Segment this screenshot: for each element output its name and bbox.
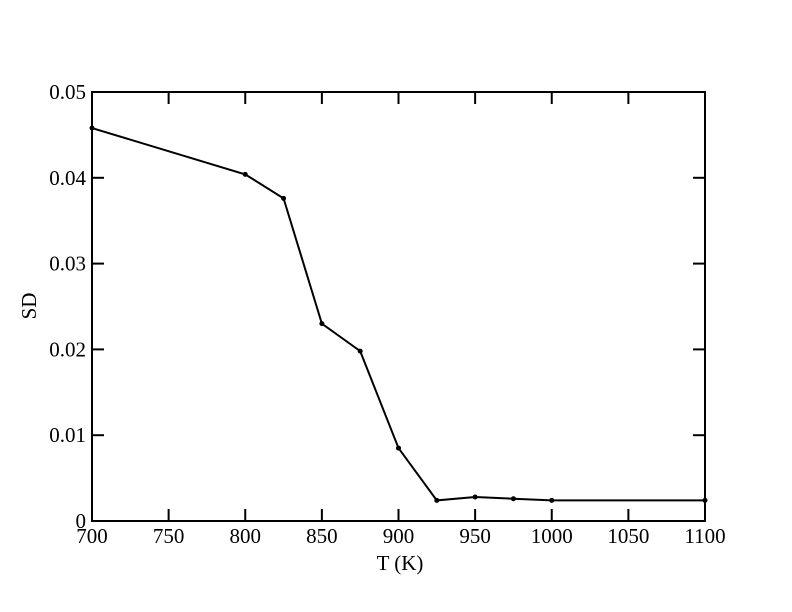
x-tick-label: 950: [459, 524, 491, 548]
data-point: [89, 125, 95, 131]
data-point: [702, 497, 708, 503]
y-tick-label: 0.02: [49, 337, 86, 361]
x-tick-label: 1100: [684, 524, 725, 548]
y-tick-label: 0.03: [49, 252, 86, 276]
data-point: [357, 348, 363, 354]
x-tick-label: 800: [230, 524, 262, 548]
x-tick-label: 750: [153, 524, 185, 548]
y-tick-label: 0.05: [49, 80, 86, 104]
data-point: [242, 171, 248, 177]
data-point: [434, 497, 440, 503]
data-point: [472, 494, 478, 500]
y-axis-label: SD: [17, 293, 41, 320]
x-tick-label: 900: [383, 524, 415, 548]
x-axis-label: T (K): [377, 551, 424, 575]
y-tick-label: 0: [76, 509, 87, 533]
data-point: [319, 321, 325, 327]
x-tick-label: 700: [76, 524, 108, 548]
data-point: [510, 496, 516, 502]
x-tick-label: 1000: [531, 524, 573, 548]
data-point: [281, 195, 287, 201]
x-tick-label: 850: [306, 524, 338, 548]
data-point: [396, 445, 401, 451]
y-tick-label: 0.04: [49, 166, 86, 190]
y-tick-label: 0.01: [49, 423, 86, 447]
x-tick-label: 1050: [607, 524, 649, 548]
data-point: [549, 497, 555, 503]
